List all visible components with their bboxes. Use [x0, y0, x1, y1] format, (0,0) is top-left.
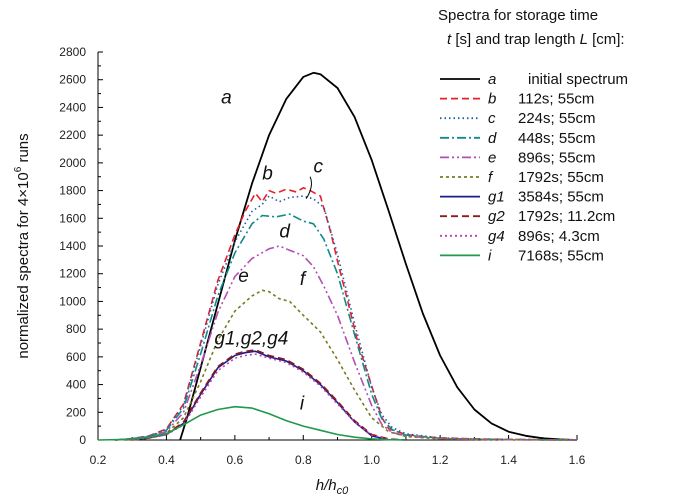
legend-label-d: 448s; 55cm	[518, 130, 596, 147]
legend-key-g4: g4	[488, 228, 505, 245]
y-tick-label: 600	[66, 350, 86, 364]
x-tick-label: 1.0	[363, 453, 380, 467]
legend-title-var-t: t	[447, 31, 452, 48]
legend-key-e: e	[488, 149, 496, 166]
curve-label: a	[221, 87, 232, 108]
x-axis-label-main: h/h	[316, 477, 337, 494]
curve-label: d	[279, 222, 291, 243]
x-tick-label: 0.2	[90, 453, 107, 467]
legend-label-g2: 1792s; 11.2cm	[518, 208, 615, 225]
x-tick-label: 1.2	[432, 453, 449, 467]
y-tick-label: 1600	[59, 211, 86, 225]
series-line-i	[97, 405, 406, 441]
legend-title-var-l: L	[580, 31, 588, 48]
x-tick-label: 1.4	[500, 453, 517, 467]
x-tick-label: 1.6	[569, 453, 586, 467]
y-tick-label: 1000	[59, 294, 86, 308]
legend-label-c: 224s; 55cm	[518, 110, 596, 127]
y-tick-label: 2600	[59, 73, 86, 87]
curve-labels: a b c d e f g1,g2,g4 i	[214, 87, 323, 414]
legend-label-i: 7168s; 55cm	[518, 247, 604, 264]
plot-series	[97, 71, 578, 441]
series-line-g2	[132, 349, 406, 441]
legend-title-mid: [s] and trap length	[451, 31, 579, 48]
legend-title-line1: Spectra for storage time	[438, 7, 598, 24]
curve-label: b	[262, 163, 273, 184]
y-tick-label: 200	[66, 405, 86, 419]
x-axis-label-subscript: c0	[337, 485, 350, 497]
y-tick-label: 1200	[59, 267, 86, 281]
series-line-a	[179, 71, 578, 441]
y-tick-label: 1400	[59, 239, 86, 253]
y-axis-label-tail: runs	[15, 133, 32, 166]
legend-key-a: a	[488, 71, 496, 88]
y-axis-label-main: normalized spectra for 4×10	[15, 172, 32, 358]
legend-key-d: d	[488, 130, 497, 147]
legend-key-g1: g1	[488, 189, 505, 206]
legend-title-end: [cm]:	[588, 31, 625, 48]
series-line-g1	[132, 350, 389, 441]
x-axis-label: h/hc0	[316, 477, 349, 497]
y-axis-label-superscript: 6	[13, 166, 24, 172]
series-line-d	[115, 213, 578, 441]
legend-label-a: initial spectrum	[528, 71, 628, 88]
legend-key-b: b	[488, 91, 496, 108]
curve-label: e	[238, 266, 249, 287]
series-line-e	[115, 245, 578, 441]
legend-key-i: i	[488, 247, 492, 264]
y-tick-label: 800	[66, 322, 86, 336]
y-axis-label: normalized spectra for 4×106 runs	[13, 133, 32, 358]
y-tick-label: 1800	[59, 184, 86, 198]
x-tick-label: 0.4	[158, 453, 175, 467]
curve-label: c	[314, 157, 324, 178]
legend-label-g4: 896s; 4.3cm	[518, 228, 600, 245]
legend: a initial spectrum b 112s; 55cm c 224s; 55cm d…	[440, 71, 628, 264]
y-tick-label: 2800	[59, 45, 86, 59]
curve-label: i	[300, 394, 305, 415]
legend-label-f: 1792s; 55cm	[518, 169, 604, 186]
axis-ticks: 0.2 0.4 0.6 0.8 1.0 1.2 1.4 1.6 0 200 400 600 800 100…	[59, 45, 585, 467]
legend-title-line2: t [s] and trap length L [cm]:	[447, 31, 625, 48]
x-tick-label: 0.8	[295, 453, 312, 467]
legend-key-g2: g2	[488, 208, 505, 225]
series-line-f	[115, 289, 578, 441]
legend-key-f: f	[488, 169, 494, 186]
y-tick-label: 0	[79, 433, 86, 447]
legend-key-c: c	[488, 110, 496, 127]
label-c-connector	[305, 176, 312, 199]
y-tick-label: 400	[66, 378, 86, 392]
y-tick-label: 2400	[59, 100, 86, 114]
legend-label-g1: 3584s; 55cm	[518, 189, 604, 206]
legend-label-e: 896s; 55cm	[518, 149, 596, 166]
y-tick-label: 2200	[59, 128, 86, 142]
x-tick-label: 0.6	[227, 453, 244, 467]
y-tick-label: 2000	[59, 156, 86, 170]
curve-label: f	[300, 269, 307, 290]
legend-label-b: 112s; 55cm	[518, 91, 594, 108]
curve-label: g1,g2,g4	[214, 328, 288, 349]
